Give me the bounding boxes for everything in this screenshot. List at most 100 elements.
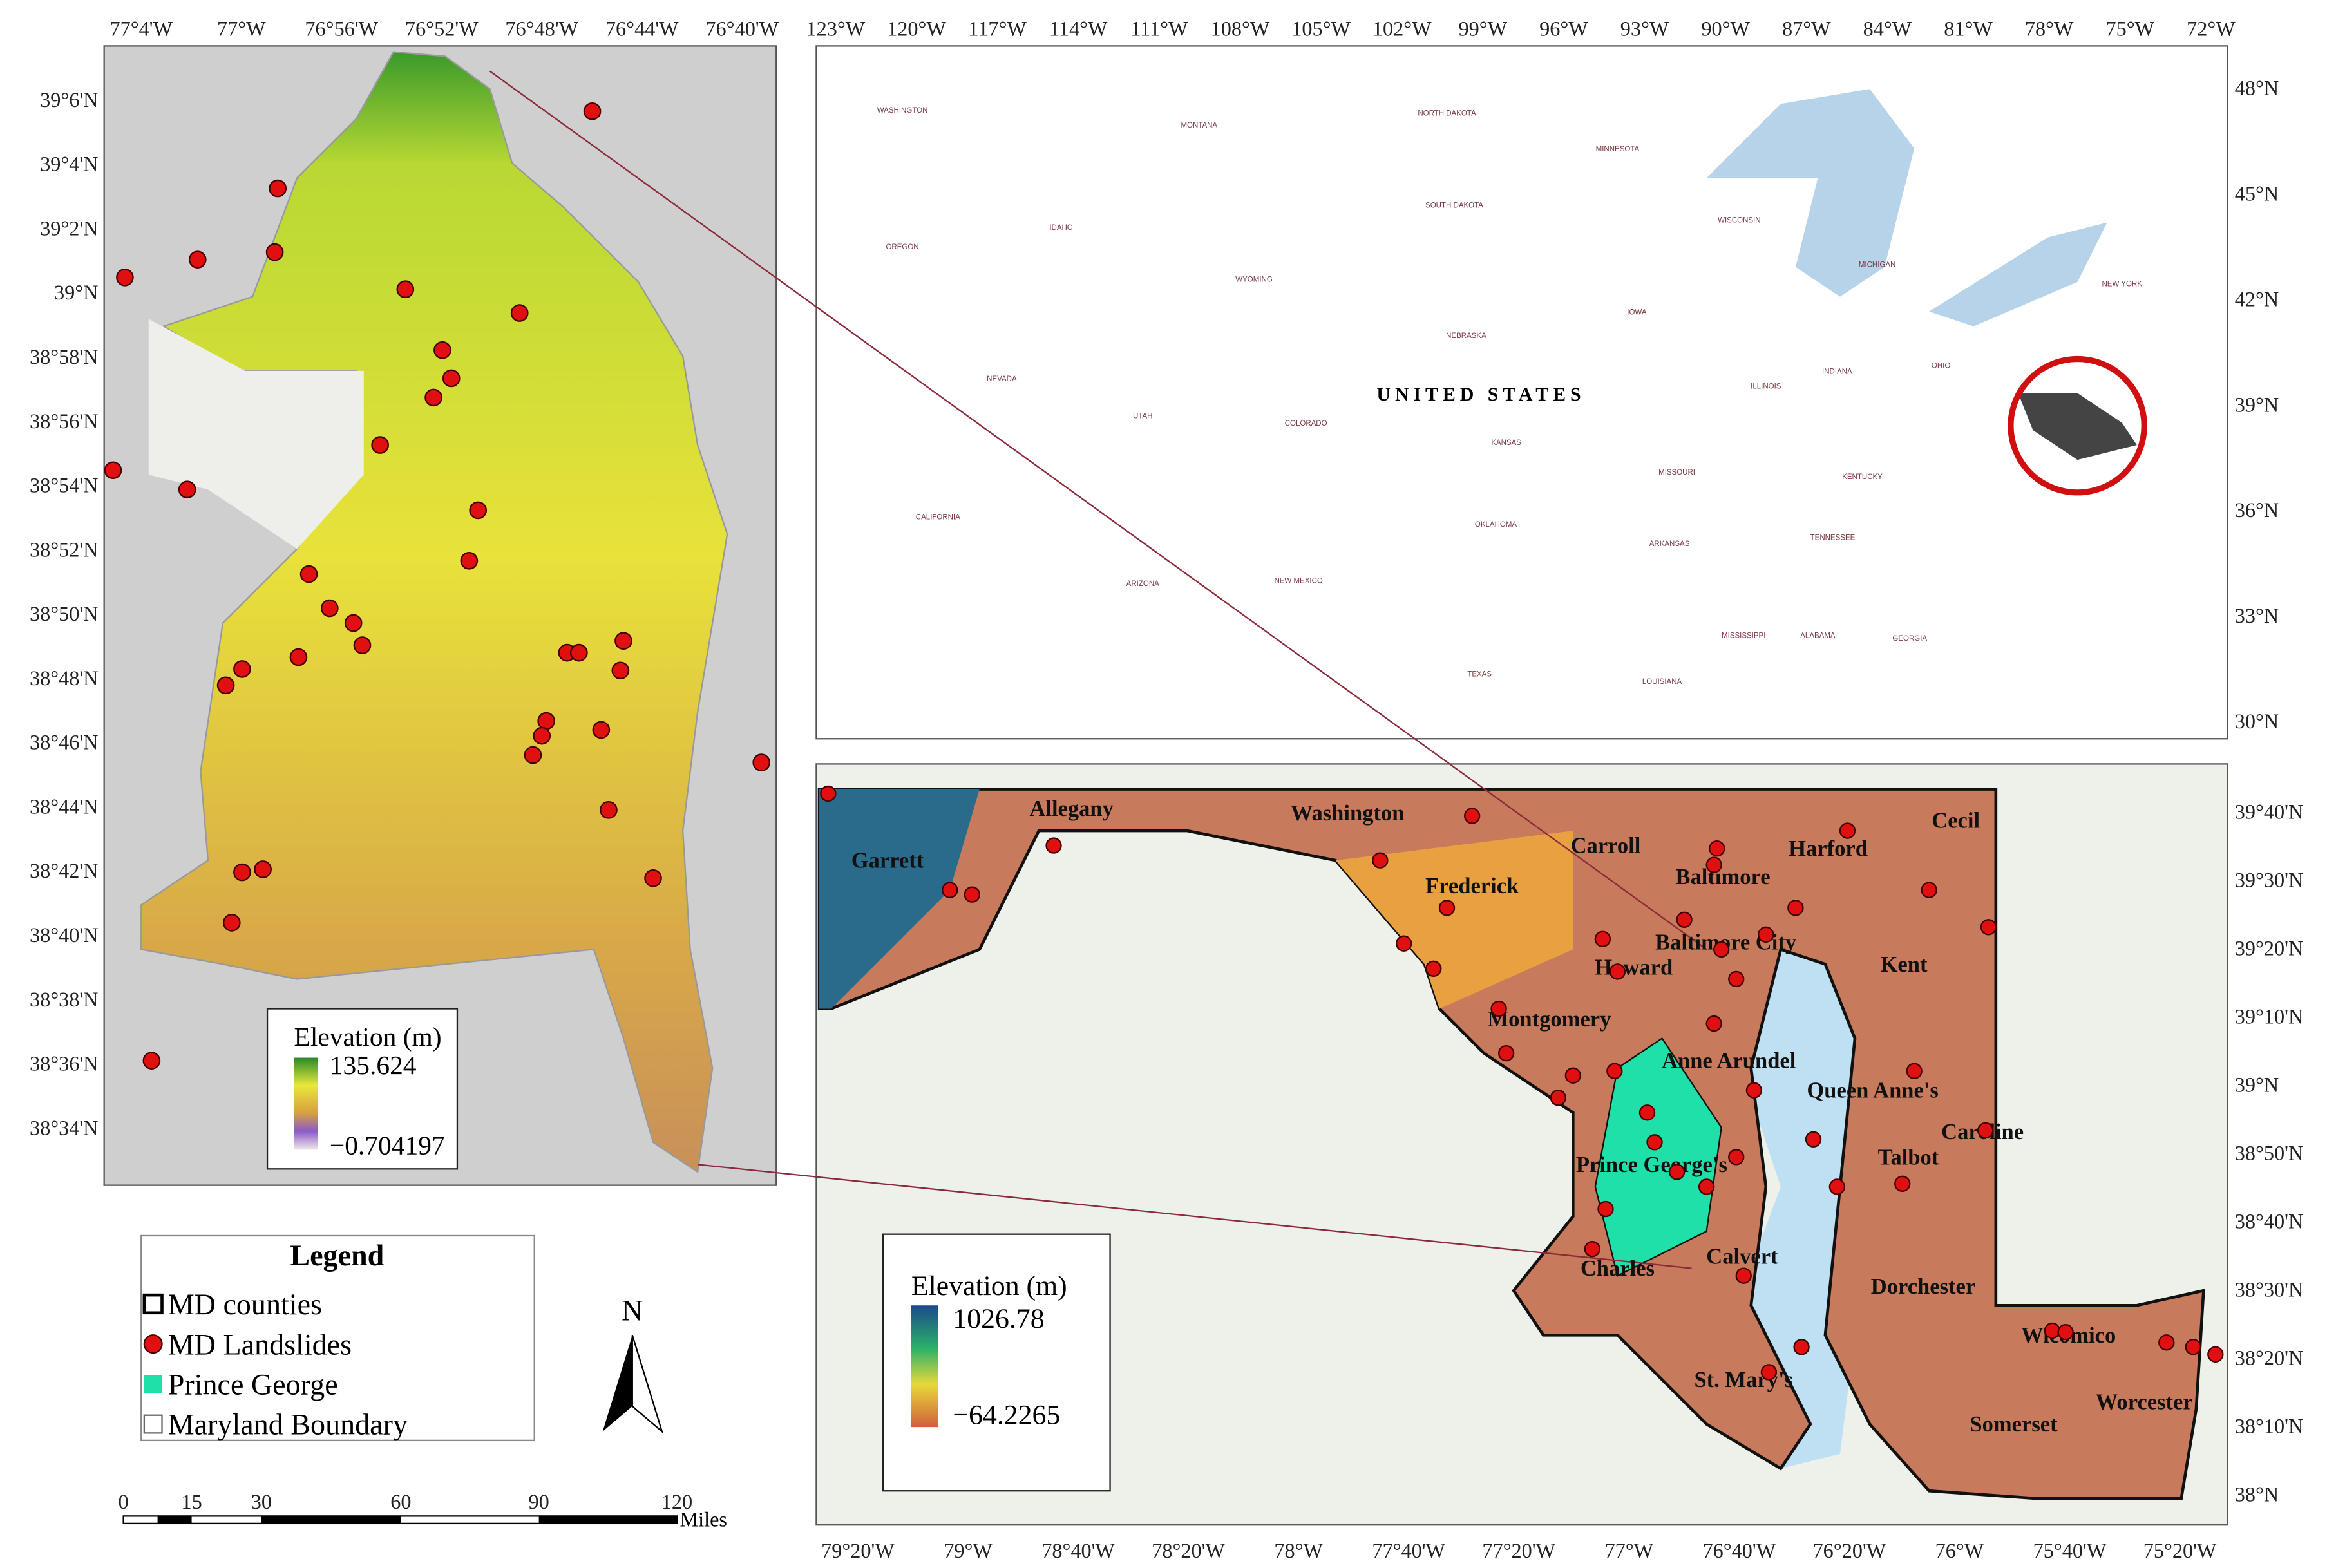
landslide-point — [942, 882, 958, 898]
landslide-point — [188, 250, 207, 269]
lon-tick-label: 78°W — [1274, 1539, 1323, 1562]
highlight-circle — [2008, 355, 2147, 496]
scale-tick-label: 15 — [181, 1490, 202, 1513]
landslide-point — [254, 860, 272, 878]
landslide-point — [533, 726, 551, 745]
lat-tick-label: 39°40'N — [2235, 800, 2304, 824]
scale-bar-segment — [261, 1516, 401, 1524]
landslide-point — [104, 461, 122, 480]
county-label: Dorchester — [1871, 1274, 1975, 1299]
landslide-point — [1584, 1241, 1600, 1258]
county-label: Harford — [1789, 836, 1868, 861]
landslide-point — [1760, 1364, 1778, 1381]
lat-tick-label: 39°4'N — [40, 153, 98, 176]
lon-tick-label: 78°40'W — [1041, 1539, 1115, 1562]
lat-tick-label: 39°N — [54, 281, 98, 304]
legend-swatch-prince-george — [144, 1375, 162, 1393]
landslide-point — [1597, 1200, 1614, 1218]
legend-item: Maryland Boundary — [168, 1408, 408, 1441]
lon-tick-label: 114°W — [1049, 17, 1108, 40]
lat-tick-label: 39°30'N — [2235, 869, 2304, 892]
lat-tick-label: 38°42'N — [30, 859, 99, 882]
elev-legend-title: Elevation (m) — [911, 1270, 1067, 1301]
landslide-point — [583, 102, 602, 120]
elev-legend-max: 135.624 — [330, 1050, 417, 1080]
state-label: NEVADA — [987, 375, 1017, 383]
state-label: ARIZONA — [1126, 580, 1159, 588]
landslide-point — [178, 480, 196, 499]
lon-tick-label: 77°W — [1604, 1539, 1653, 1562]
frederick-elevation — [1335, 831, 1573, 1009]
lon-tick-label: 120°W — [887, 17, 946, 40]
landslide-point — [1676, 911, 1693, 928]
county-label: Baltimore — [1675, 865, 1770, 889]
lon-tick-label: 76°52'W — [405, 17, 479, 40]
legend-title: Legend — [290, 1239, 384, 1272]
landslide-point — [1425, 960, 1442, 977]
lat-tick-label: 38°44'N — [30, 795, 99, 818]
landslide-point — [510, 304, 529, 322]
state-label: ARKANSAS — [1649, 540, 1690, 548]
landslide-point — [1805, 1131, 1822, 1148]
state-label: TENNESSEE — [1810, 534, 1856, 542]
landslide-point — [1606, 1063, 1623, 1079]
county-label: Carroll — [1571, 834, 1641, 858]
connector-line — [698, 1164, 1692, 1269]
landslide-point — [1550, 1090, 1566, 1106]
lon-tick-label: 75°W — [2105, 17, 2154, 40]
lat-tick-label: 36°N — [2235, 498, 2279, 522]
landslide-point — [1921, 882, 1937, 898]
state-label: MONTANA — [1181, 122, 1217, 129]
landslide-point — [469, 501, 488, 520]
legend-item: Prince George — [168, 1368, 338, 1401]
county-label: Calvert — [1706, 1245, 1778, 1269]
north-label: N — [622, 1294, 643, 1327]
state-label: SOUTH DAKOTA — [1425, 202, 1483, 210]
state-label: NEW MEXICO — [1274, 577, 1322, 585]
landslide-point — [1705, 1015, 1722, 1032]
landslide-point — [1735, 1267, 1752, 1284]
legend-box — [140, 1234, 535, 1442]
lon-tick-label: 77°20'W — [1482, 1539, 1555, 1562]
landslide-point — [233, 660, 251, 678]
state-label: MINNESOTA — [1596, 146, 1640, 153]
landslide-point — [1980, 919, 1997, 936]
state-label: NEW YORK — [2102, 281, 2142, 288]
lon-tick-label: 96°W — [1539, 17, 1588, 40]
landslide-point — [1646, 1134, 1663, 1151]
county-label: Kent — [1881, 952, 1928, 977]
landslide-point — [216, 676, 235, 695]
great-lakes — [1706, 89, 1915, 297]
landslide-point — [524, 746, 542, 764]
lat-tick-label: 38°40'N — [2235, 1209, 2304, 1233]
lat-tick-label: 33°N — [2235, 604, 2279, 627]
lat-tick-label: 30°N — [2235, 710, 2279, 733]
landslide-point — [964, 886, 980, 903]
landslide-point — [2207, 1346, 2224, 1363]
lon-tick-label: 105°W — [1291, 17, 1351, 40]
lat-tick-label: 38°50'N — [2235, 1141, 2304, 1164]
landslide-point — [371, 436, 389, 454]
maryland-counties — [817, 788, 2205, 1500]
state-label: CALIFORNIA — [916, 513, 960, 521]
lake-ontario-erie — [1929, 222, 2107, 326]
landslide-point — [1372, 852, 1389, 869]
landslide-point — [1609, 963, 1626, 980]
legend-swatch-counties — [142, 1293, 164, 1315]
lat-tick-label: 38°50'N — [30, 602, 99, 625]
landslide-point — [353, 636, 372, 654]
county-label: Cecil — [1932, 808, 1980, 833]
county-label: St. Mary's — [1694, 1368, 1793, 1392]
state-label: INDIANA — [1822, 368, 1852, 376]
legend-item: MD counties — [168, 1288, 322, 1321]
landslide-point — [1728, 1149, 1745, 1166]
lon-tick-label: 75°40'W — [2033, 1539, 2107, 1562]
lon-tick-label: 84°W — [1863, 17, 1912, 40]
lon-tick-label: 76°40'W — [705, 17, 779, 40]
landslide-point — [344, 614, 363, 632]
lon-tick-label: 117°W — [968, 17, 1027, 40]
lat-tick-label: 39°2'N — [40, 216, 98, 240]
lon-tick-label: 77°40'W — [1372, 1539, 1445, 1562]
landslide-point — [289, 648, 308, 666]
